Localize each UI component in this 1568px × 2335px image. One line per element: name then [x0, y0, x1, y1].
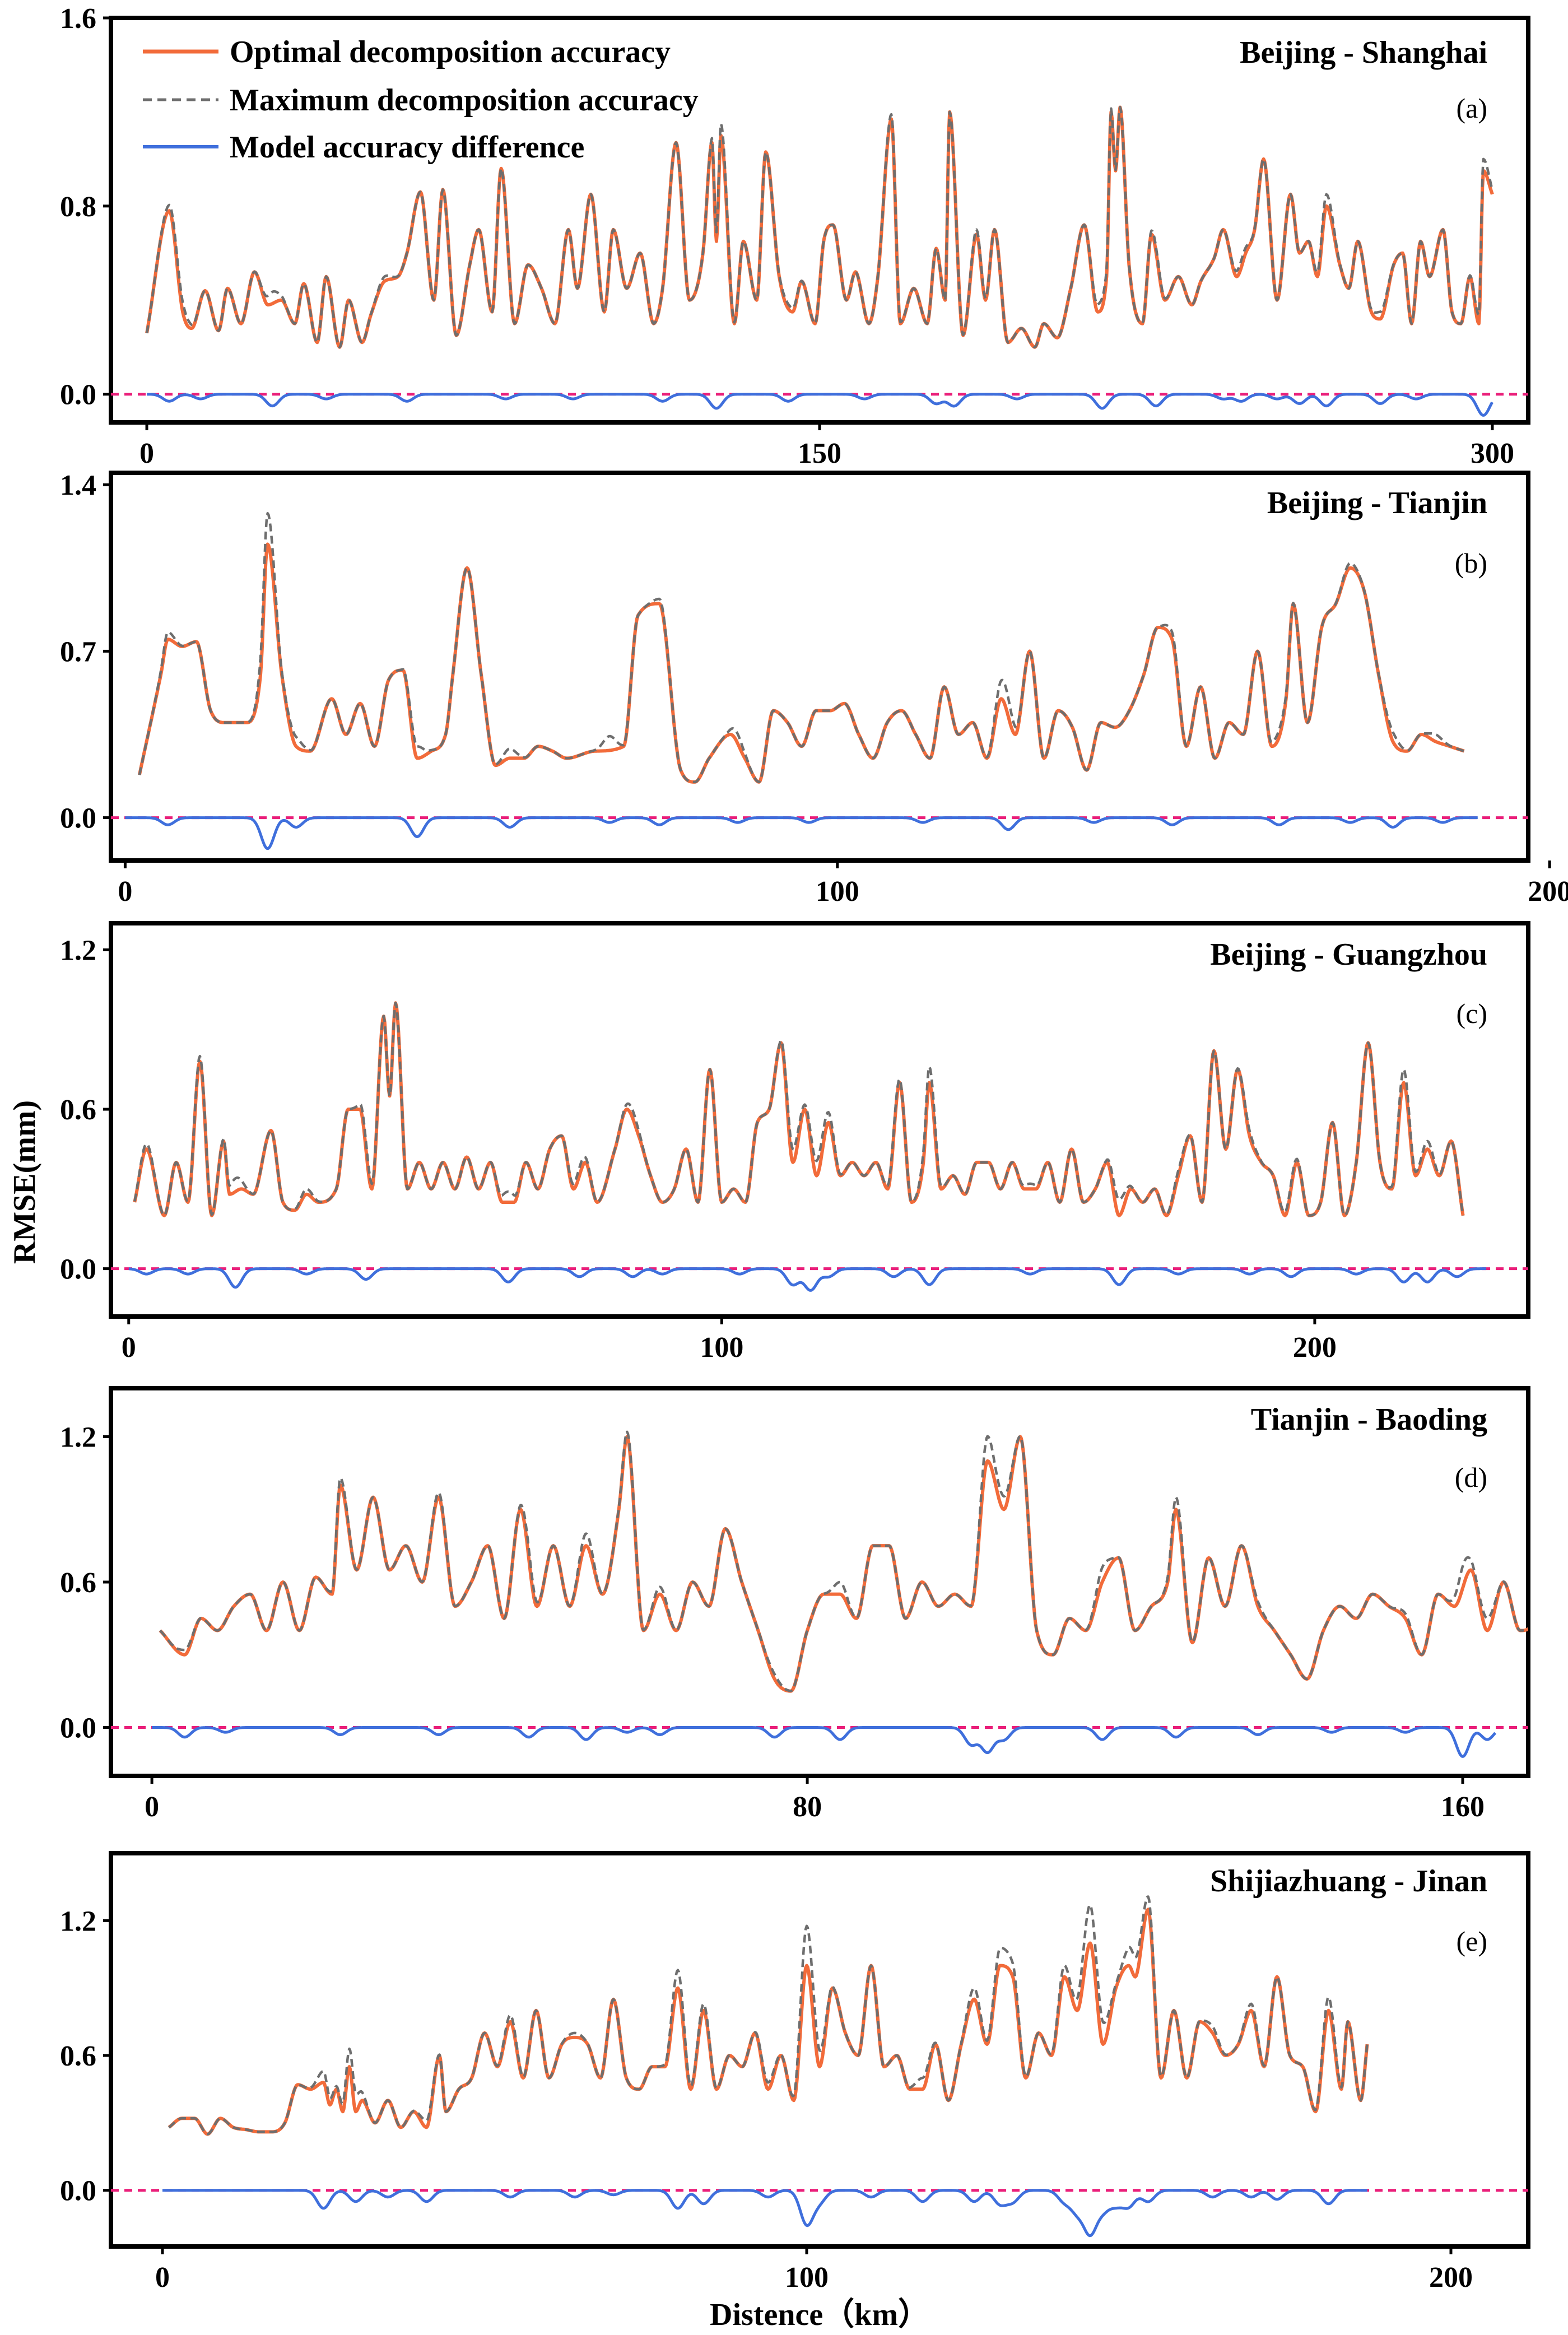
- panel-a-maximum-line: [145, 105, 1494, 348]
- legend-optimal-label: Optimal decomposition accuracy: [230, 35, 671, 69]
- panel-e-difference-line: [162, 2189, 1368, 2238]
- panel-e-label: (e): [1457, 1925, 1488, 1957]
- panel-b: 0.0 0.7 1.4 0 100 200 Beijing - Tianjin (b): [60, 469, 1568, 908]
- panel-e-ytick-label: 0.0: [60, 2175, 96, 2207]
- panel-b-xtick-label: 200: [1528, 876, 1568, 908]
- legend-difference-label: Model accuracy difference: [230, 130, 584, 165]
- panel-a-label: (a): [1457, 92, 1488, 124]
- panel-c-xtick-label: 200: [1293, 1332, 1337, 1364]
- panel-e-maximum-line: [168, 1895, 1369, 2136]
- panel-b-ytick-label: 1.4: [60, 469, 96, 501]
- x-axis-title: Distence（km）: [710, 2297, 929, 2332]
- panel-c-ytick-label: 0.0: [60, 1254, 96, 1286]
- panel-e-ytick-label: 0.6: [60, 2040, 96, 2072]
- panel-b-ytick-label: 0.0: [60, 803, 96, 835]
- panel-e-frame: [109, 1851, 1530, 2249]
- panel-a-xtick-label: 150: [798, 438, 841, 469]
- panel-c-ytick-label: 1.2: [60, 934, 96, 966]
- panel-b-xtick-label: 0: [118, 876, 132, 908]
- panel-a-ytick-label: 0.0: [60, 379, 96, 411]
- panel-d-ytick-label: 0.0: [60, 1713, 96, 1745]
- panel-c: 0.0 0.6 1.2 0 100 200 Beijing - Guangzhou (c): [60, 921, 1530, 1364]
- panel-c-ytick-label: 0.6: [60, 1094, 96, 1126]
- panel-d-xtick-label: 0: [145, 1791, 159, 1823]
- panel-b-title: Beijing - Tianjin: [1267, 486, 1487, 520]
- panel-e: 0.0 0.6 1.2 0 100 200 Shijiazhuang - Jinan (e…: [60, 1851, 1530, 2294]
- panel-d-difference-line: [151, 1726, 1497, 1758]
- legend-maximum-label: Maximum decomposition accuracy: [230, 83, 699, 118]
- panel-a: 0.00.81.60 150 300 Beijing - Shanghai (a) …: [60, 3, 1530, 469]
- panel-b-difference-line: [124, 816, 1478, 850]
- panel-b-ytick-label: 0.7: [60, 636, 96, 668]
- panel-e-xtick-label: 200: [1429, 2262, 1473, 2294]
- panel-d-title: Tianjin - Baoding: [1251, 1402, 1487, 1437]
- panel-b-label: (b): [1455, 547, 1487, 579]
- legend: Optimal decomposition accuracy Maximum d…: [143, 35, 699, 165]
- panel-c-difference-line: [128, 1267, 1487, 1292]
- panel-c-maximum-line: [133, 1002, 1464, 1217]
- panel-e-xtick-label: 100: [785, 2262, 829, 2294]
- panel-d-ytick-label: 1.2: [60, 1422, 96, 1454]
- panel-a-xtick-label: 0: [139, 438, 154, 469]
- panel-a-difference-line: [146, 393, 1493, 417]
- panel-d-xtick-label: 80: [793, 1791, 822, 1823]
- panel-b-xtick-label: 100: [816, 876, 859, 908]
- panel-c-label: (c): [1457, 998, 1488, 1029]
- panel-c-frame: [109, 921, 1530, 1319]
- y-axis-title: RMSE(mm): [7, 1100, 42, 1264]
- panel-d-label: (d): [1455, 1462, 1487, 1493]
- panel-d-xtick-label: 160: [1441, 1791, 1485, 1823]
- panel-c-xtick-label: 0: [122, 1332, 136, 1364]
- panel-b-frame: [109, 471, 1530, 863]
- panel-d: 0.0 0.6 1.2 0 80 160 Tianjin - Baoding (d): [60, 1386, 1530, 1823]
- panel-c-title: Beijing - Guangzhou: [1210, 937, 1487, 972]
- panel-c-xtick-label: 100: [700, 1332, 743, 1364]
- panel-a-xtick-label: 300: [1471, 438, 1514, 469]
- panel-a-ytick-label: 1.6: [60, 3, 96, 35]
- panel-e-title: Shijiazhuang - Jinan: [1210, 1864, 1487, 1899]
- panel-d-maximum-line: [159, 1430, 1528, 1692]
- panel-e-ytick-label: 1.2: [60, 1905, 96, 1937]
- panel-d-ytick-label: 0.6: [60, 1567, 96, 1599]
- panel-b-maximum-line: [138, 511, 1465, 784]
- panel-e-xtick-label: 0: [155, 2262, 170, 2294]
- panel-a-title: Beijing - Shanghai: [1240, 35, 1487, 70]
- panel-a-ytick-label: 0.8: [60, 191, 96, 223]
